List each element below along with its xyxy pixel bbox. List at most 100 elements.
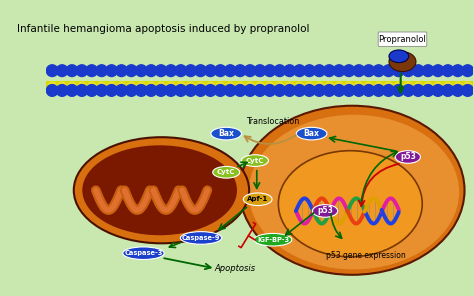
Text: Bax: Bax: [304, 129, 319, 138]
Circle shape: [373, 65, 384, 76]
Ellipse shape: [249, 115, 459, 269]
Ellipse shape: [296, 127, 327, 140]
Circle shape: [185, 65, 197, 76]
Circle shape: [335, 81, 344, 91]
Circle shape: [195, 85, 206, 96]
Circle shape: [294, 85, 305, 96]
Circle shape: [412, 65, 424, 76]
Circle shape: [86, 85, 98, 96]
Circle shape: [402, 65, 414, 76]
Circle shape: [353, 65, 365, 76]
Circle shape: [46, 85, 58, 96]
Circle shape: [343, 85, 355, 96]
Circle shape: [264, 85, 276, 96]
Circle shape: [374, 81, 383, 91]
Circle shape: [462, 85, 474, 96]
Circle shape: [96, 65, 108, 76]
Circle shape: [48, 81, 57, 91]
Ellipse shape: [74, 137, 249, 243]
Text: p53 gene expression: p53 gene expression: [326, 251, 405, 260]
Circle shape: [442, 65, 454, 76]
Circle shape: [275, 81, 284, 91]
Circle shape: [453, 81, 462, 91]
Circle shape: [206, 81, 215, 91]
Text: Apf-1: Apf-1: [247, 196, 268, 202]
Circle shape: [285, 81, 294, 91]
Circle shape: [106, 65, 118, 76]
Circle shape: [175, 65, 187, 76]
Circle shape: [343, 65, 355, 76]
Circle shape: [432, 85, 444, 96]
Ellipse shape: [389, 50, 409, 62]
Text: Caspase-9: Caspase-9: [182, 235, 220, 241]
Circle shape: [284, 85, 295, 96]
Circle shape: [353, 85, 365, 96]
Circle shape: [315, 81, 324, 91]
Ellipse shape: [278, 151, 422, 257]
Text: p53: p53: [400, 152, 416, 162]
Circle shape: [246, 81, 255, 91]
Ellipse shape: [312, 205, 337, 217]
Circle shape: [116, 65, 128, 76]
Circle shape: [126, 65, 137, 76]
Circle shape: [422, 65, 434, 76]
Ellipse shape: [240, 106, 465, 275]
Circle shape: [77, 81, 86, 91]
Ellipse shape: [389, 52, 416, 72]
Circle shape: [236, 81, 245, 91]
Circle shape: [116, 85, 128, 96]
Circle shape: [363, 65, 374, 76]
Circle shape: [284, 65, 295, 76]
Circle shape: [76, 65, 88, 76]
Text: CytC: CytC: [246, 157, 264, 164]
Circle shape: [254, 85, 266, 96]
Circle shape: [205, 65, 216, 76]
Circle shape: [186, 81, 195, 91]
Text: Translocation: Translocation: [246, 117, 300, 126]
Circle shape: [303, 85, 315, 96]
Ellipse shape: [123, 247, 164, 260]
FancyBboxPatch shape: [378, 32, 427, 46]
Circle shape: [165, 65, 177, 76]
Circle shape: [205, 85, 216, 96]
Circle shape: [196, 81, 205, 91]
Circle shape: [462, 65, 474, 76]
Circle shape: [136, 85, 147, 96]
Circle shape: [87, 81, 96, 91]
Circle shape: [56, 65, 68, 76]
Circle shape: [313, 65, 325, 76]
Circle shape: [176, 81, 185, 91]
Circle shape: [364, 81, 373, 91]
Circle shape: [226, 81, 235, 91]
Circle shape: [195, 65, 206, 76]
Circle shape: [224, 65, 236, 76]
Circle shape: [224, 85, 236, 96]
Circle shape: [373, 85, 384, 96]
Circle shape: [333, 85, 345, 96]
Circle shape: [66, 85, 78, 96]
Circle shape: [46, 65, 58, 76]
Circle shape: [216, 81, 225, 91]
Circle shape: [165, 85, 177, 96]
Circle shape: [127, 81, 136, 91]
Circle shape: [452, 85, 464, 96]
Circle shape: [402, 85, 414, 96]
Circle shape: [67, 81, 76, 91]
Circle shape: [274, 65, 285, 76]
Ellipse shape: [254, 234, 292, 246]
Circle shape: [126, 85, 137, 96]
Circle shape: [424, 81, 433, 91]
Ellipse shape: [213, 166, 240, 178]
Circle shape: [442, 85, 454, 96]
Circle shape: [234, 65, 246, 76]
Circle shape: [254, 65, 266, 76]
Circle shape: [305, 81, 314, 91]
Text: Bax: Bax: [218, 129, 234, 138]
Circle shape: [323, 85, 335, 96]
Circle shape: [313, 85, 325, 96]
Circle shape: [96, 85, 108, 96]
Circle shape: [303, 65, 315, 76]
Circle shape: [66, 65, 78, 76]
Circle shape: [145, 85, 157, 96]
Circle shape: [146, 81, 155, 91]
